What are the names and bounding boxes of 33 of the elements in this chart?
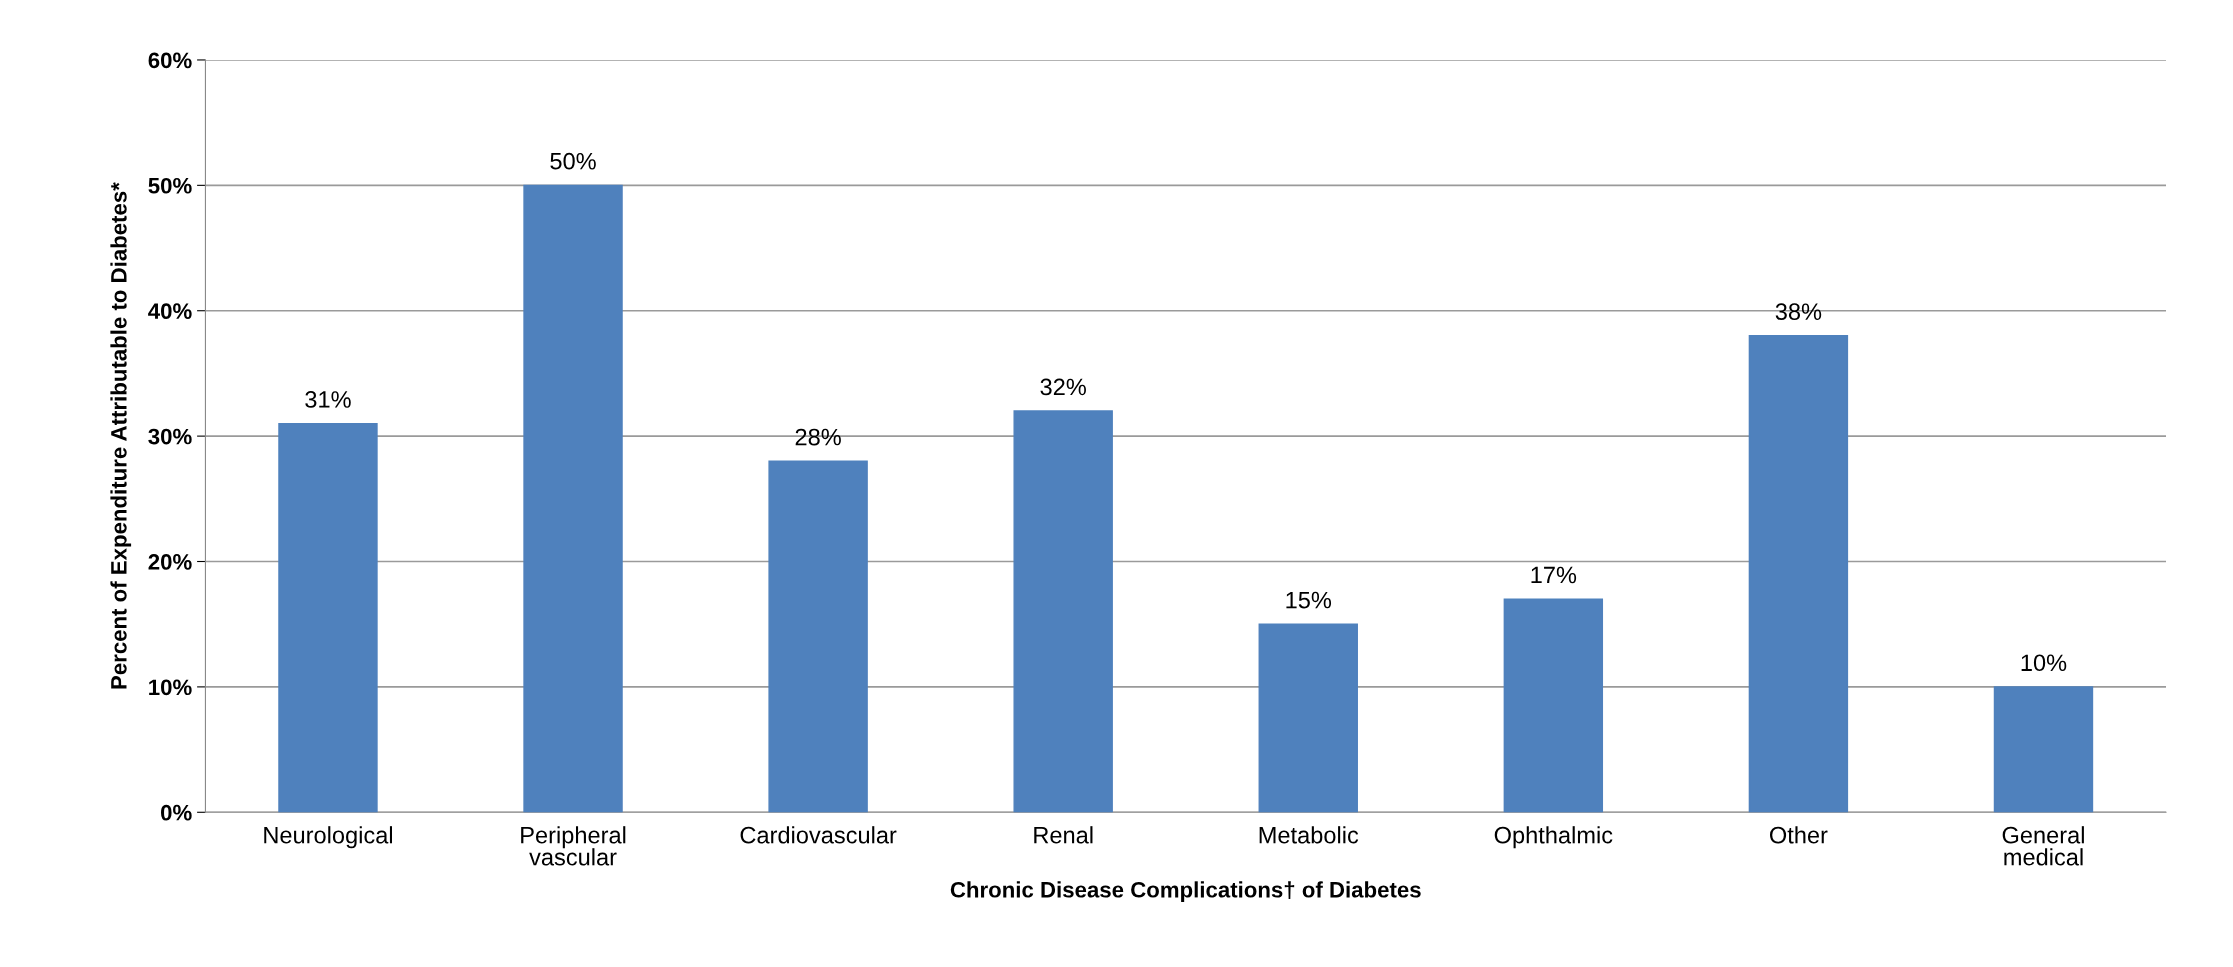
data-label: 32% <box>1040 378 1086 396</box>
data-label: 17% <box>1531 566 1577 584</box>
y-tick-label: 20% <box>148 554 192 570</box>
y-tick-label: 60% <box>148 52 192 69</box>
bar <box>768 460 868 813</box>
y-tick-label: 30% <box>148 428 192 445</box>
bar <box>523 184 623 813</box>
bar <box>1503 598 1604 813</box>
x-tick-label: General medical <box>2002 826 2084 866</box>
y-tick-label: 10% <box>149 679 192 696</box>
y-tick-label: 50% <box>148 177 192 194</box>
bar <box>1748 335 1849 813</box>
x-tick-label: Neurological <box>264 826 393 849</box>
bar <box>1993 686 2094 813</box>
y-tick-label: 40% <box>148 303 192 319</box>
data-label: 38% <box>1775 303 1822 321</box>
x-tick-label: Peripheral vascular <box>521 826 626 866</box>
x-tick-label: Ophthalmic <box>1494 826 1613 849</box>
bar <box>1258 623 1358 813</box>
data-label: 50% <box>550 152 596 170</box>
x-tick-label: Other <box>1770 826 1828 844</box>
bar <box>278 422 378 813</box>
data-label: 15% <box>1286 591 1332 609</box>
y-tick-label: 0% <box>161 804 192 821</box>
data-label: 10% <box>2021 654 2067 672</box>
y-axis-title: Percent of Expenditure Attributable to Diabetes* <box>110 182 132 689</box>
data-label: 28% <box>795 428 841 446</box>
data-label: 31% <box>305 391 351 408</box>
x-tick-label: Renal <box>1034 826 1093 844</box>
bar <box>1013 410 1113 813</box>
x-tick-label: Metabolic <box>1259 826 1359 844</box>
x-tick-label: Cardiovascular <box>740 826 897 844</box>
x-axis-title: Chronic Disease Complications† of Diabetes <box>950 881 1421 903</box>
